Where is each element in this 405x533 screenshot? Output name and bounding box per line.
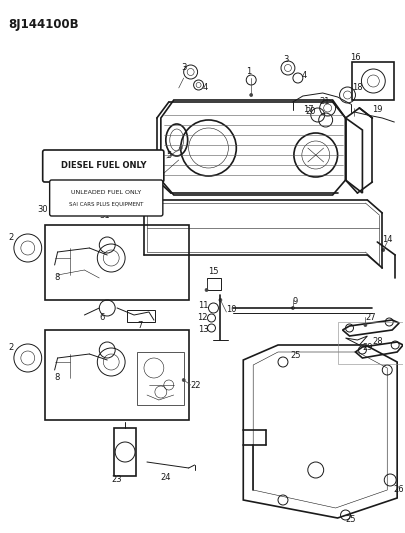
Text: 3: 3 — [282, 55, 288, 64]
Text: 26: 26 — [392, 486, 403, 495]
Bar — [337, 322, 404, 364]
Text: UNLEADED FUEL ONLY: UNLEADED FUEL ONLY — [71, 190, 141, 195]
FancyBboxPatch shape — [49, 180, 162, 216]
Text: DIESEL FUEL ONLY: DIESEL FUEL ONLY — [60, 161, 146, 171]
Circle shape — [291, 306, 294, 310]
Bar — [45, 330, 188, 420]
Text: 8: 8 — [55, 374, 60, 383]
Circle shape — [218, 298, 222, 302]
Text: 22: 22 — [190, 381, 200, 390]
Text: 23: 23 — [111, 475, 122, 484]
Bar — [136, 352, 183, 405]
Text: 8J144100B: 8J144100B — [8, 18, 79, 31]
Text: 10: 10 — [226, 305, 236, 314]
Circle shape — [179, 147, 182, 149]
Text: 2: 2 — [8, 233, 13, 243]
Text: 29: 29 — [362, 343, 372, 352]
Text: 20: 20 — [305, 108, 315, 117]
Text: 30: 30 — [38, 206, 48, 214]
Bar — [352, 62, 393, 100]
Text: 2: 2 — [8, 343, 13, 352]
Text: SAI CARS PLUS EQUIPMENT: SAI CARS PLUS EQUIPMENT — [69, 201, 143, 206]
Text: 25: 25 — [345, 515, 355, 524]
Text: 1: 1 — [246, 68, 251, 77]
Text: 12: 12 — [196, 313, 207, 322]
Text: 25: 25 — [289, 351, 300, 359]
Text: 4: 4 — [301, 70, 306, 79]
Text: 31: 31 — [99, 211, 110, 220]
Text: 24: 24 — [160, 473, 171, 482]
Circle shape — [205, 288, 207, 292]
Circle shape — [363, 324, 366, 327]
Text: 4: 4 — [202, 84, 207, 93]
Circle shape — [381, 248, 384, 252]
Text: 17: 17 — [302, 106, 313, 115]
Text: 8: 8 — [55, 273, 60, 282]
Text: 28: 28 — [371, 337, 382, 346]
Text: 13: 13 — [198, 326, 209, 335]
Text: 14: 14 — [382, 236, 392, 245]
Text: 11: 11 — [198, 301, 209, 310]
Text: 15: 15 — [208, 268, 218, 277]
Text: 3: 3 — [181, 63, 187, 72]
Text: 21: 21 — [319, 98, 329, 107]
Bar — [127, 310, 155, 322]
Text: 19: 19 — [371, 106, 382, 115]
Text: 6: 6 — [99, 313, 104, 322]
Text: 27: 27 — [364, 313, 375, 322]
Bar — [114, 428, 136, 476]
Text: 9: 9 — [292, 297, 297, 306]
Text: 5: 5 — [166, 150, 172, 159]
Circle shape — [249, 93, 252, 96]
Circle shape — [182, 378, 185, 382]
Text: 7: 7 — [136, 320, 142, 329]
Text: 16: 16 — [350, 53, 360, 62]
Bar — [206, 278, 221, 290]
Bar — [45, 225, 188, 300]
Text: 18: 18 — [352, 84, 362, 93]
FancyBboxPatch shape — [43, 150, 164, 182]
